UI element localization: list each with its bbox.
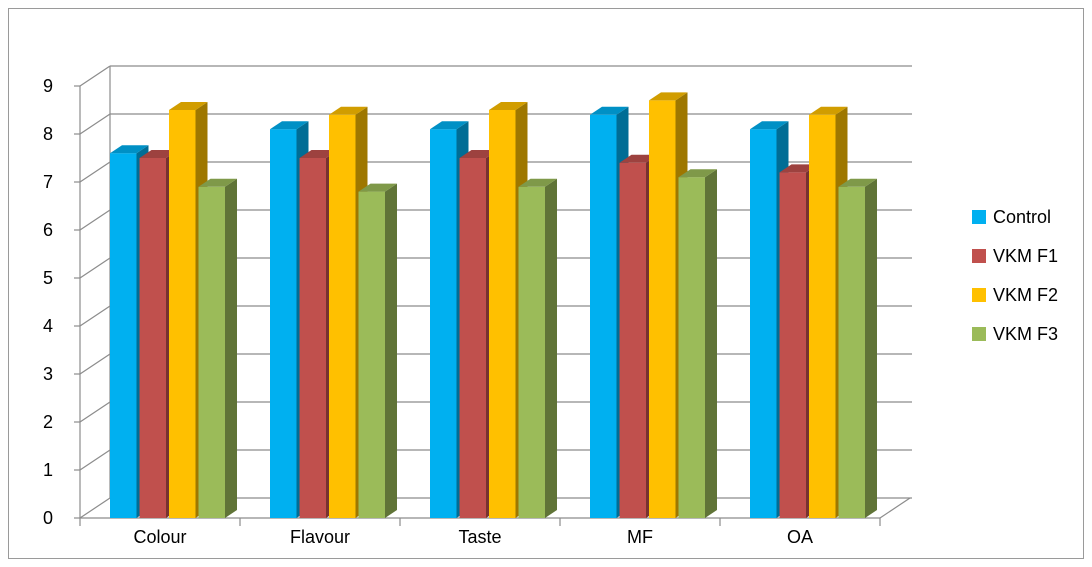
bar-front bbox=[649, 100, 676, 519]
bar-top bbox=[198, 178, 237, 187]
bar-top bbox=[779, 164, 818, 173]
bar-front bbox=[489, 110, 516, 518]
bar-top bbox=[619, 154, 658, 163]
bar-top bbox=[459, 150, 498, 158]
bar-front bbox=[619, 162, 646, 519]
bar-front bbox=[358, 191, 385, 518]
bar-top bbox=[358, 183, 397, 192]
bar-side bbox=[865, 178, 877, 519]
bar-front bbox=[750, 129, 777, 518]
bar-front bbox=[169, 110, 196, 518]
y-tick-label: 6 bbox=[43, 220, 53, 240]
bar-top bbox=[649, 92, 688, 101]
y-tick-label: 2 bbox=[43, 412, 53, 432]
bar-top bbox=[489, 102, 528, 110]
x-tick-label: Taste bbox=[458, 527, 501, 547]
floor-right-edge bbox=[879, 497, 911, 519]
bar-front bbox=[299, 158, 326, 518]
gridline-side bbox=[79, 497, 111, 519]
gridline-side bbox=[79, 449, 111, 471]
legend-label: Control bbox=[993, 206, 1052, 227]
bar-top bbox=[809, 106, 848, 115]
gridline-side bbox=[79, 209, 111, 231]
y-tick-label: 7 bbox=[43, 172, 53, 192]
bar-side bbox=[545, 178, 557, 519]
bar-front bbox=[329, 114, 356, 519]
x-tick-label: Flavour bbox=[290, 527, 350, 547]
bar-side bbox=[705, 169, 717, 518]
bar-top bbox=[329, 106, 368, 115]
y-tick-label: 4 bbox=[43, 316, 53, 336]
y-tick-label: 0 bbox=[43, 508, 53, 528]
bar-front bbox=[270, 129, 297, 518]
x-tick-label: OA bbox=[787, 527, 813, 547]
legend-swatch bbox=[972, 288, 986, 302]
bar-front bbox=[110, 153, 137, 518]
bar-top bbox=[750, 121, 789, 130]
gridline-side bbox=[79, 401, 111, 423]
bar-top bbox=[169, 102, 208, 110]
bar-front bbox=[838, 186, 865, 519]
bar-top bbox=[838, 178, 877, 187]
legend-swatch bbox=[972, 210, 986, 224]
y-tick-label: 5 bbox=[43, 268, 53, 288]
bar-front bbox=[590, 114, 617, 519]
y-tick-label: 9 bbox=[43, 76, 53, 96]
bar-top bbox=[430, 121, 469, 130]
legend-label: VKM F3 bbox=[993, 323, 1059, 344]
bar-top bbox=[678, 169, 717, 178]
y-tick-label: 3 bbox=[43, 364, 53, 384]
bar-front bbox=[809, 114, 836, 519]
chart-legend: Control VKM F1 VKM F2 VKM F3 bbox=[972, 206, 1087, 362]
bar-front bbox=[198, 186, 225, 519]
gridline-side bbox=[79, 353, 111, 375]
bar-front bbox=[430, 129, 457, 518]
bar-side bbox=[385, 183, 397, 518]
legend-swatch bbox=[972, 249, 986, 263]
legend-item: VKM F3 bbox=[972, 323, 1087, 345]
legend-item: VKM F1 bbox=[972, 245, 1087, 267]
bar-top bbox=[518, 178, 557, 187]
bar-top bbox=[299, 150, 338, 158]
gridline-side bbox=[79, 257, 111, 279]
y-tick-label: 8 bbox=[43, 124, 53, 144]
bar-top bbox=[110, 145, 149, 154]
legend-item: VKM F2 bbox=[972, 284, 1087, 306]
gridline-side bbox=[79, 113, 111, 135]
gridline-side bbox=[79, 65, 111, 87]
gridline-side bbox=[79, 161, 111, 183]
legend-item: Control bbox=[972, 206, 1087, 228]
y-tick-label: 1 bbox=[43, 460, 53, 480]
x-tick-label: Colour bbox=[133, 527, 186, 547]
bar-top bbox=[270, 121, 309, 130]
bar-top bbox=[139, 150, 178, 158]
bar-top bbox=[590, 106, 629, 115]
bar-front bbox=[678, 177, 705, 518]
legend-swatch bbox=[972, 327, 986, 341]
bar-front bbox=[518, 186, 545, 519]
legend-label: VKM F1 bbox=[993, 245, 1059, 266]
gridline-side bbox=[79, 305, 111, 327]
bar-front bbox=[459, 158, 486, 518]
bar-front bbox=[779, 172, 806, 518]
legend-label: VKM F2 bbox=[993, 284, 1059, 305]
x-tick-label: MF bbox=[627, 527, 653, 547]
bar-side bbox=[225, 178, 237, 519]
bar-front bbox=[139, 158, 166, 518]
